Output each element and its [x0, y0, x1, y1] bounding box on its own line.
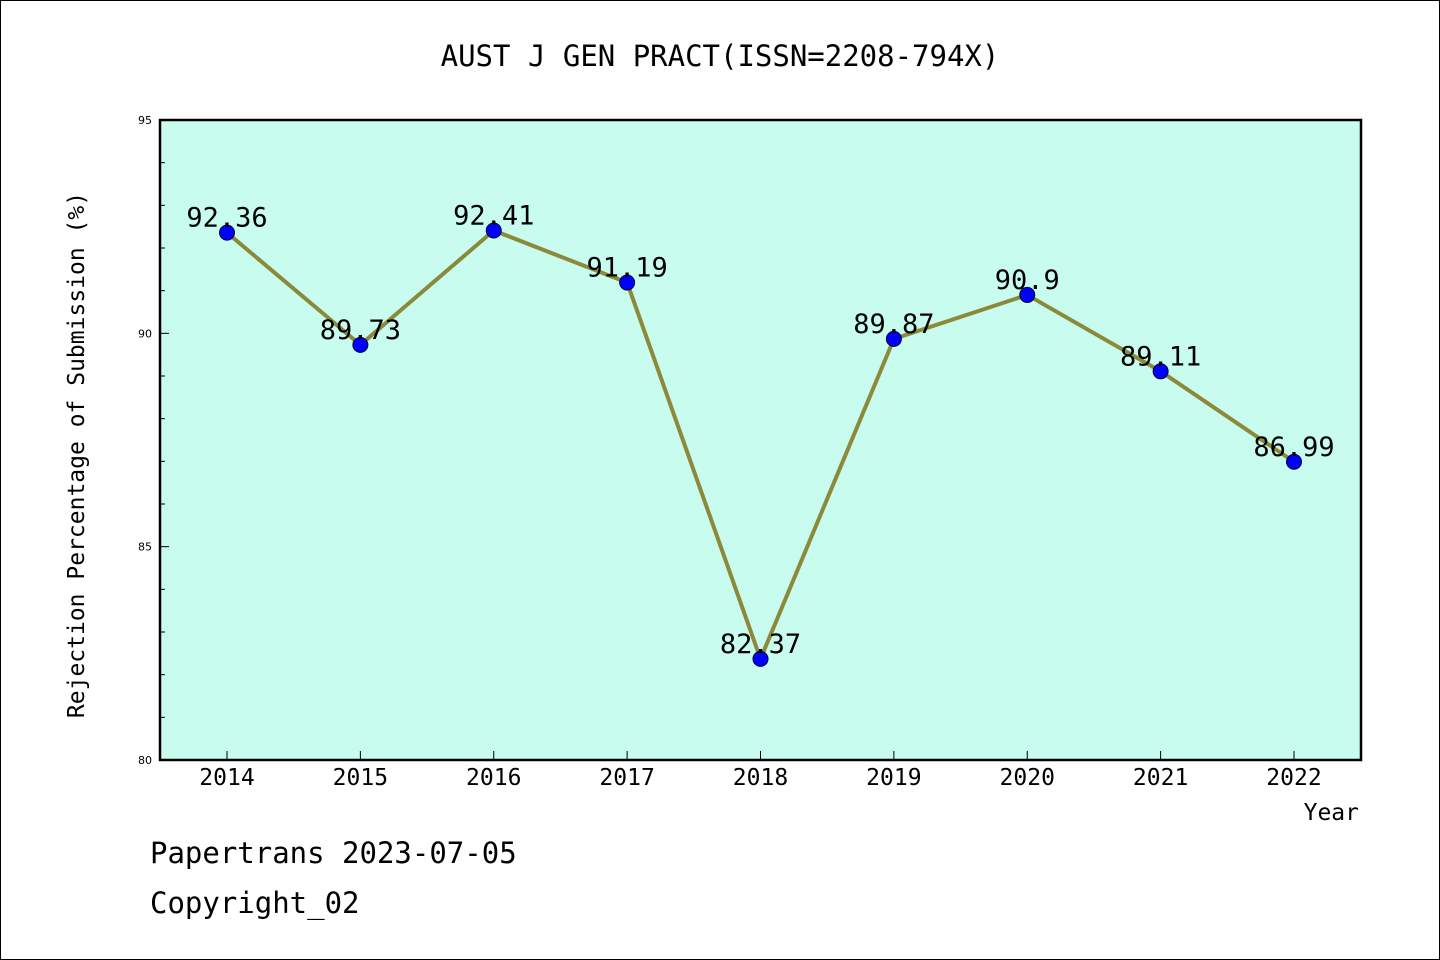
x-tick-label: 2020 [1000, 765, 1055, 791]
x-axis-ticks: 2014 2015 2016 2017 2018 2019 2020 2021 2022 [199, 751, 1322, 791]
data-label: 89.11 [1120, 341, 1201, 372]
data-point [485, 222, 502, 239]
y-tick-label: 90 [138, 327, 152, 340]
data-label: 89.87 [853, 309, 934, 340]
data-label: 90.9 [995, 265, 1060, 296]
data-point [1286, 453, 1302, 470]
data-label: 82.37 [720, 629, 801, 660]
y-axis-ticks: 80 85 90 95 [138, 114, 169, 767]
x-tick-label: 2017 [599, 765, 654, 791]
data-label: 91.19 [586, 253, 667, 284]
chart-title: AUST J GEN PRACT(ISSN=2208-794X) [441, 39, 1000, 73]
footer-date: Papertrans 2023-07-05 [150, 836, 517, 870]
y-tick-label: 95 [138, 114, 152, 127]
y-tick-label: 80 [138, 754, 152, 767]
x-tick-label: 2021 [1133, 765, 1188, 791]
data-point [619, 274, 636, 291]
data-point [885, 330, 902, 347]
data-point [1019, 286, 1036, 303]
data-point [752, 650, 769, 667]
data-label: 86.99 [1253, 432, 1334, 463]
y-axis-label: Rejection Percentage of Submission (%) [64, 192, 90, 718]
x-tick-label: 2014 [199, 765, 254, 791]
x-axis-label: Year [1304, 800, 1359, 826]
data-label: 92.36 [186, 203, 267, 234]
data-labels: 92.36 89.73 92.41 91.19 82.37 89.87 90.9 89.11 8… [186, 201, 1334, 660]
x-tick-label: 2018 [733, 765, 788, 791]
data-point [352, 336, 369, 353]
data-label: 89.73 [320, 315, 401, 346]
data-point [1152, 363, 1169, 380]
data-label: 92.41 [453, 201, 534, 232]
x-tick-label: 2016 [466, 765, 521, 791]
x-tick-label: 2022 [1266, 765, 1321, 791]
data-points [219, 222, 1302, 667]
y-tick-label: 85 [138, 541, 152, 554]
x-tick-label: 2019 [866, 765, 921, 791]
x-tick-label: 2015 [333, 765, 388, 791]
data-point [219, 224, 235, 241]
footer-copyright: Copyright_02 [150, 886, 360, 920]
